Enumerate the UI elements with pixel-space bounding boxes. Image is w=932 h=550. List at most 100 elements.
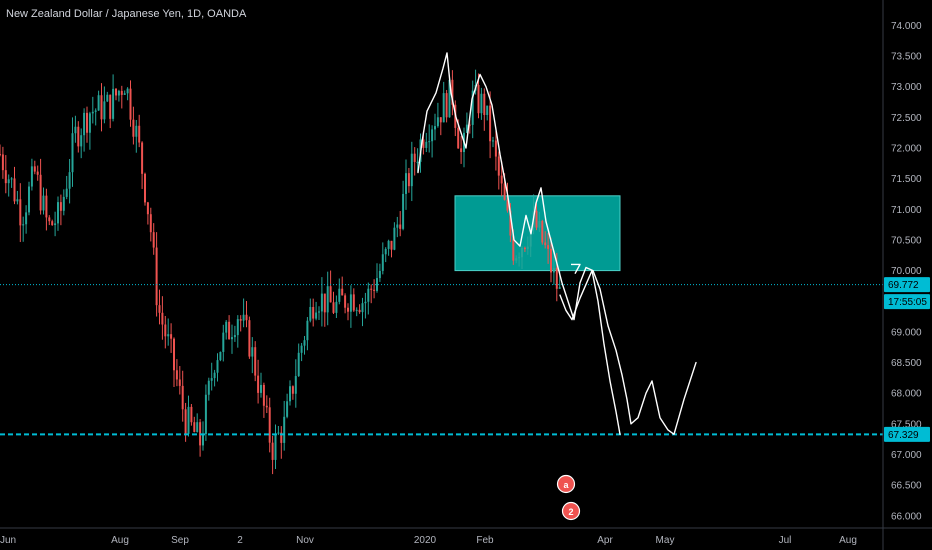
candle-body bbox=[257, 375, 260, 393]
candle-body bbox=[213, 372, 216, 379]
candle-body bbox=[294, 376, 297, 394]
candle-body bbox=[181, 385, 184, 410]
candle-body bbox=[222, 332, 225, 352]
candle-body bbox=[381, 254, 384, 271]
candle-body bbox=[329, 286, 332, 303]
candle-body bbox=[332, 302, 335, 313]
candle-body bbox=[65, 188, 68, 197]
price-tick-label: 66.500 bbox=[891, 481, 922, 492]
candle-body bbox=[370, 288, 373, 290]
candle-body bbox=[518, 257, 521, 259]
candle-body bbox=[428, 141, 431, 143]
candle-body bbox=[161, 312, 164, 325]
candle-body bbox=[251, 347, 254, 357]
candle-body bbox=[274, 433, 277, 460]
candle-body bbox=[173, 338, 175, 371]
time-tick-label: 2020 bbox=[414, 535, 437, 546]
supply-zone[interactable] bbox=[454, 195, 621, 272]
candle-body bbox=[77, 126, 80, 147]
candle-body bbox=[71, 133, 74, 173]
support-price-tag-text: 67.329 bbox=[888, 430, 919, 441]
candle-body bbox=[62, 196, 65, 211]
price-tick-label: 70.000 bbox=[891, 266, 922, 277]
candle-body bbox=[228, 321, 231, 340]
price-tick-label: 73.500 bbox=[891, 52, 922, 63]
candle-body bbox=[178, 379, 181, 386]
price-tick-label: 67.000 bbox=[891, 450, 922, 461]
candle-body bbox=[28, 186, 30, 213]
zone-rect[interactable] bbox=[454, 195, 621, 272]
price-tick-label: 68.500 bbox=[891, 358, 922, 369]
support-price-tag-bg bbox=[884, 426, 930, 442]
candle-body bbox=[103, 101, 106, 120]
candle-body bbox=[390, 240, 393, 250]
dividend-badge-glyph: 2 bbox=[568, 507, 573, 517]
candle-body bbox=[19, 199, 22, 226]
candle-body bbox=[445, 93, 448, 118]
candle-body bbox=[132, 119, 135, 137]
candle-body bbox=[405, 173, 407, 194]
countdown-tag-text: 17:55:05 bbox=[888, 297, 927, 308]
candle-body bbox=[526, 246, 529, 250]
price-tick-label: 66.000 bbox=[891, 511, 922, 522]
candle-body bbox=[442, 93, 445, 123]
time-tick-label: Feb bbox=[476, 535, 494, 546]
candle-body bbox=[422, 139, 425, 148]
candle-body bbox=[42, 195, 45, 211]
price-tick-label: 71.000 bbox=[891, 205, 922, 216]
candle-body bbox=[117, 90, 120, 96]
drawing-projection-path[interactable] bbox=[559, 269, 621, 435]
candle-body bbox=[500, 175, 503, 184]
candle-body bbox=[297, 352, 300, 377]
candle-body bbox=[225, 321, 228, 333]
earnings-badge[interactable] bbox=[556, 474, 576, 494]
candle-body bbox=[239, 319, 242, 321]
candle-body bbox=[286, 401, 289, 417]
candle-body bbox=[416, 161, 419, 163]
candle-body bbox=[120, 90, 123, 95]
candle-body bbox=[492, 140, 494, 142]
candle-body bbox=[51, 221, 54, 226]
candle-body bbox=[434, 126, 436, 130]
candle-body bbox=[373, 289, 376, 291]
candle-body bbox=[129, 88, 132, 120]
candle-body bbox=[552, 267, 555, 273]
candle-body bbox=[193, 422, 196, 432]
time-tick-label: Aug bbox=[839, 535, 857, 546]
candle-body bbox=[300, 345, 303, 353]
dividend-badge[interactable] bbox=[561, 501, 581, 521]
price-tick-label: 74.000 bbox=[891, 21, 922, 32]
candle-body bbox=[451, 79, 454, 105]
candle-body bbox=[315, 312, 318, 319]
candle-body bbox=[144, 173, 146, 203]
candle-body bbox=[245, 314, 248, 321]
price-axis[interactable]: 74.000 73.500 73.000 72.500 72.000 71.500 71.0… bbox=[882, 0, 932, 550]
candle-body bbox=[45, 195, 48, 218]
candle-body bbox=[94, 110, 97, 112]
candle-body bbox=[544, 242, 547, 246]
event-badges[interactable]: a2 bbox=[556, 474, 581, 521]
candle-body bbox=[190, 406, 193, 423]
horizontal-lines[interactable] bbox=[0, 284, 883, 436]
candle-body bbox=[457, 127, 460, 149]
drawing-arrow-head[interactable] bbox=[571, 263, 581, 274]
candle-body bbox=[318, 311, 320, 313]
candle-body bbox=[448, 79, 451, 118]
candle-body bbox=[344, 295, 347, 308]
candle-body bbox=[1, 154, 4, 171]
candle-body bbox=[347, 307, 349, 312]
candle-body bbox=[312, 306, 315, 319]
candle-body bbox=[509, 210, 512, 236]
candle-body bbox=[480, 93, 483, 114]
candle-body bbox=[262, 384, 265, 406]
trend-drawing[interactable] bbox=[417, 52, 697, 435]
candle-body bbox=[207, 380, 210, 395]
candle-body bbox=[521, 247, 523, 258]
candle-body bbox=[468, 124, 471, 126]
candle-body bbox=[361, 303, 364, 313]
candle-body bbox=[86, 112, 88, 133]
time-axis[interactable]: Jun Aug Sep 2 Nov 2020 Feb Apr May Jul Aug bbox=[0, 527, 932, 546]
drawing-main-path[interactable] bbox=[417, 52, 697, 435]
candle-body bbox=[431, 129, 434, 142]
